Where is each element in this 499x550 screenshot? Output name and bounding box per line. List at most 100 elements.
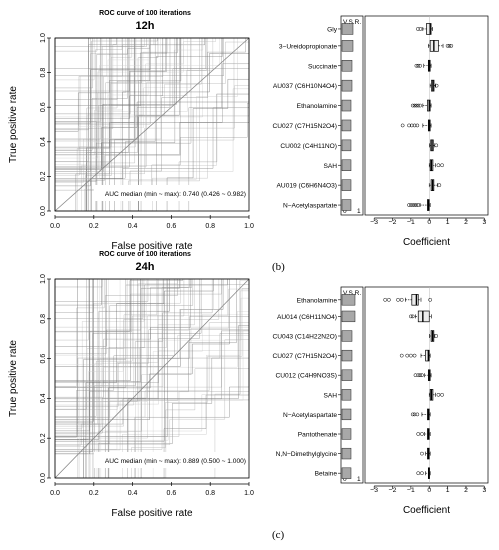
vsr-bar xyxy=(341,40,354,52)
metabolite-label: SAH xyxy=(323,392,337,399)
coef-outlier xyxy=(420,432,424,436)
coef-outlier xyxy=(447,44,452,48)
coef-outlier xyxy=(399,353,404,358)
roc-curve xyxy=(54,278,249,478)
roc-curve xyxy=(55,38,250,212)
roc-y-tick-label: 0.4 xyxy=(40,393,47,403)
vsr-bar xyxy=(341,23,354,35)
roc-y-axis-label: True positive rate xyxy=(8,340,19,417)
coef-x-tick-label: 1 xyxy=(446,487,450,494)
roc-annotation-bg xyxy=(93,452,247,468)
roc-x-tick-label: 0.0 xyxy=(50,223,60,230)
metabolite-label: Pantothenate xyxy=(298,432,338,439)
coef-outlier xyxy=(410,103,415,108)
coef-outlier xyxy=(412,123,417,128)
coef-x-tick-label: −3 xyxy=(370,487,378,494)
coef-outlier xyxy=(409,314,413,319)
metabolite-label: 3−Ureidopropionate xyxy=(279,43,337,50)
coef-outlier xyxy=(405,353,410,358)
roc-x-tick-label: 1.0 xyxy=(244,490,254,497)
metabolite-label: Succinate xyxy=(308,63,337,70)
coef-outlier xyxy=(416,203,421,207)
coef-outlier xyxy=(416,63,421,68)
coef-outlier xyxy=(420,373,424,378)
coef-outlier xyxy=(409,203,413,207)
roc-auc-annotation: AUC median (min ~ max): 0.889 (0.500 ~ 1… xyxy=(105,458,246,465)
vsr-bar xyxy=(341,79,353,92)
coef-outlier xyxy=(434,83,439,88)
coef-outlier xyxy=(434,334,439,338)
coef-outlier xyxy=(416,27,420,31)
metabolite-label: CU027 (C7H15N2O4) xyxy=(273,353,338,360)
roc-x-tick-label: 0.6 xyxy=(167,223,177,230)
roc-diagonal xyxy=(54,37,250,212)
vsr-axis-max: 1 xyxy=(357,476,361,483)
coef-outlier xyxy=(383,297,388,302)
vsr-axis-max: 1 xyxy=(357,208,361,215)
roc-subtitle: 12h xyxy=(136,20,155,32)
coef-x-axis-label: Coefficient xyxy=(403,505,450,516)
roc-annotation-bg xyxy=(93,185,247,201)
coef-outlier xyxy=(410,314,415,319)
roc-y-tick-label: 0.6 xyxy=(40,354,47,364)
roc-plot-frame xyxy=(54,37,250,212)
vsr-frame xyxy=(340,15,364,216)
coef-outlier xyxy=(409,123,414,128)
roc-curve xyxy=(55,278,249,479)
coef-x-tick-label: 3 xyxy=(482,487,486,494)
metabolite-label: AU019 (C6H6N4O3) xyxy=(277,183,337,190)
coef-outlier xyxy=(412,412,417,417)
coef-outlier xyxy=(416,471,421,476)
roc-y-tick-label: 0.2 xyxy=(40,433,47,443)
roc-y-tick-label: 1.0 xyxy=(40,274,47,284)
vsr-bar xyxy=(341,369,353,381)
coef-outlier xyxy=(412,203,417,207)
coef-outlier xyxy=(415,123,420,128)
vsr-bar xyxy=(341,139,352,152)
coef-outlier xyxy=(410,203,415,207)
vsr-bar xyxy=(341,428,352,440)
roc-x-tick-label: 0.4 xyxy=(128,490,138,497)
metabolite-label: CU002 (C4H11NO) xyxy=(280,143,337,150)
metabolite-label: CU012 (C4H9NO3S) xyxy=(275,373,337,380)
metabolite-label: Gly xyxy=(327,26,338,33)
roc-y-tick-label: 0.8 xyxy=(40,68,47,78)
coef-outlier xyxy=(412,103,417,108)
coef-outlier xyxy=(412,353,417,358)
metabolite-label: N−Acetylaspartate xyxy=(283,203,337,210)
vsr-bar xyxy=(341,294,356,306)
vsr-bar xyxy=(341,310,356,323)
coef-x-tick-label: −1 xyxy=(407,219,415,226)
coef-outlier xyxy=(434,143,439,148)
panel-label-b: (b) xyxy=(272,261,285,273)
coef-x-tick-label: −1 xyxy=(407,487,415,494)
coef-outlier xyxy=(418,373,422,378)
vsr-bar xyxy=(341,99,352,112)
coef-outlier xyxy=(436,392,441,397)
metabolite-label: SAH xyxy=(323,163,337,170)
coef-outlier xyxy=(428,297,433,302)
vsr-label: V.S.R. xyxy=(343,19,361,26)
vsr-axis-min: 0 xyxy=(343,476,347,483)
roc-plot-frame xyxy=(54,278,250,479)
coef-outlier xyxy=(440,392,444,397)
roc-y-tick-label: 0.6 xyxy=(40,102,47,112)
roc-x-tick-label: 0.8 xyxy=(205,223,215,230)
coef-outlier xyxy=(436,163,441,168)
coef-outlier xyxy=(415,412,420,417)
coef-x-tick-label: −2 xyxy=(389,219,397,226)
coef-outlier xyxy=(400,123,405,128)
coef-outlier xyxy=(414,203,419,207)
metabolite-label: CU027 (C7H15N2O4) xyxy=(273,123,338,130)
coef-outlier xyxy=(420,451,424,456)
coef-frame xyxy=(364,286,489,484)
roc-x-tick-label: 0.8 xyxy=(205,490,215,497)
roc-y-axis-label: True positive rate xyxy=(8,86,19,163)
vsr-frame xyxy=(340,286,364,484)
roc-diagonal xyxy=(54,278,250,479)
roc-curve xyxy=(55,279,250,479)
coef-x-tick-label: 0 xyxy=(427,219,431,226)
coef-outlier xyxy=(396,297,400,302)
vsr-bar xyxy=(341,199,352,211)
